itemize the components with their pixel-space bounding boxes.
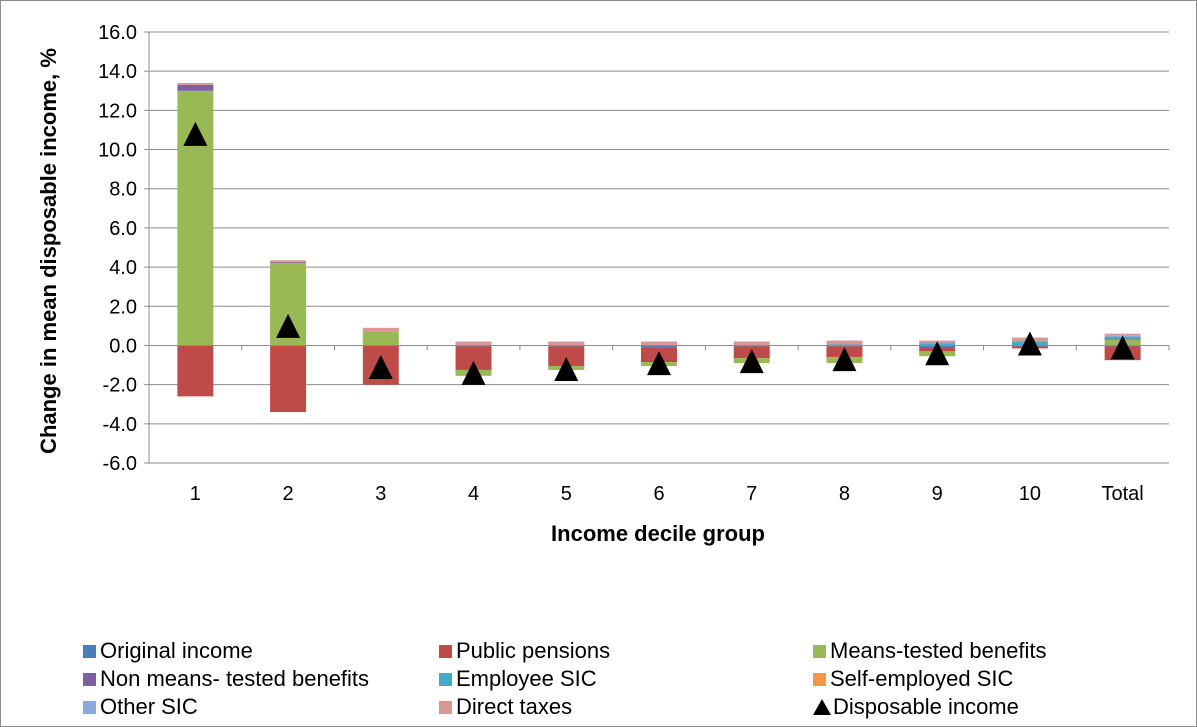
disposable-income-marker <box>739 349 764 374</box>
legend-triangle-icon <box>813 699 831 715</box>
x-tick-label: 3 <box>375 483 386 505</box>
bar-segment <box>270 262 307 264</box>
y-tick-label: 2.0 <box>109 296 137 318</box>
legend-item: Employee SIC <box>439 665 597 693</box>
bar-segment <box>1104 333 1141 336</box>
y-tick-labels: -6.0 -4.0 -2.0 0.0 2.0 4.0 6.0 8.0 10.0 12.0 14.0 1… <box>98 22 137 475</box>
y-tick-label: 0.0 <box>109 335 137 357</box>
legend-swatch <box>83 700 96 714</box>
legend-swatch <box>813 672 826 686</box>
disposable-income-marker <box>554 356 579 381</box>
y-tick-label: 16.0 <box>98 22 137 44</box>
bar-segment <box>455 341 492 346</box>
legend-label: Self-employed SIC <box>830 666 1014 691</box>
legend-label: Original income <box>100 638 253 663</box>
x-tick-label: 8 <box>839 483 850 505</box>
chart-plot: -6.0 -4.0 -2.0 0.0 2.0 4.0 6.0 8.0 10.0 12.0 14.0 1… <box>36 22 1170 546</box>
legend-swatch <box>439 644 452 658</box>
legend-label: Direct taxes <box>456 694 573 719</box>
x-axis-label: Income decile group <box>551 521 765 546</box>
bar-segment <box>826 340 863 345</box>
legend-label: Non means- tested benefits <box>100 666 370 691</box>
bar-segment <box>641 345 677 348</box>
legend-label: Disposable income <box>833 694 1019 719</box>
legend-label: Means-tested benefits <box>830 638 1047 663</box>
y-tick-label: 4.0 <box>109 257 137 279</box>
disposable-income-marker <box>461 360 486 385</box>
legend-item: Non means- tested benefits <box>83 665 369 693</box>
x-tick-label: 2 <box>283 483 294 505</box>
legend-label: Other SIC <box>100 694 198 719</box>
y-tick-label: -6.0 <box>103 453 137 475</box>
bar-segment <box>455 346 492 370</box>
bar-segment <box>548 341 585 346</box>
axes <box>144 31 1170 464</box>
bar-segment <box>177 345 214 397</box>
disposable-income-marker <box>1110 335 1135 360</box>
legend-item: Original income <box>83 637 253 665</box>
x-tick-label: 7 <box>746 483 757 505</box>
disposable-income-marker <box>832 347 857 372</box>
legend-item: Means-tested benefits <box>813 637 1046 665</box>
x-tick-labels: 1 2 3 4 5 6 7 8 9 10 Total <box>190 483 1144 505</box>
x-tick-label: 10 <box>1019 483 1041 505</box>
bar-segment <box>733 341 770 346</box>
bar-segment <box>362 331 399 346</box>
y-tick-label: 12.0 <box>98 100 137 122</box>
y-tick-label: 6.0 <box>109 218 137 240</box>
x-tick-label: 4 <box>468 483 479 505</box>
bar-segment <box>548 346 585 367</box>
bar-segment <box>641 341 677 346</box>
y-tick-label: 10.0 <box>98 140 137 162</box>
disposable-income-marker <box>183 121 208 146</box>
legend-swatch <box>439 672 452 686</box>
bar-segment <box>177 84 214 91</box>
y-tick-label: 14.0 <box>98 61 137 83</box>
y-axis-label: Change in mean disposable income, % <box>36 48 61 454</box>
legend-item: Public pensions <box>439 637 610 665</box>
disposable-income-markers <box>183 121 1135 385</box>
x-tick-label: Total <box>1102 483 1144 505</box>
disposable-income-marker <box>1017 331 1042 356</box>
x-tick-label: 5 <box>561 483 572 505</box>
disposable-income-marker <box>925 341 950 366</box>
legend: Original income Public pensions Means-test… <box>83 637 1183 727</box>
x-tick-label: 1 <box>190 483 201 505</box>
grid-lines <box>149 31 1169 464</box>
legend-item: Self-employed SIC <box>813 665 1013 693</box>
bar-segment <box>362 327 399 332</box>
x-tick-label: 6 <box>653 483 664 505</box>
legend-item: Other SIC <box>83 693 198 721</box>
legend-swatch <box>439 700 452 714</box>
legend-item: Disposable income <box>813 693 1019 721</box>
legend-swatch <box>813 644 826 658</box>
legend-label: Employee SIC <box>456 666 597 691</box>
legend-swatch <box>83 644 96 658</box>
disposable-income-marker <box>368 355 393 380</box>
y-tick-label: 8.0 <box>109 179 137 201</box>
x-tick-label: 9 <box>932 483 943 505</box>
bar-segment <box>270 260 307 263</box>
disposable-income-marker <box>276 313 301 338</box>
bar-segment <box>177 82 214 85</box>
y-tick-label: -4.0 <box>103 414 137 436</box>
legend-label: Public pensions <box>456 638 611 663</box>
bar-segment <box>270 345 307 413</box>
y-tick-label: -2.0 <box>103 375 137 397</box>
legend-swatch <box>83 672 96 686</box>
disposable-income-marker <box>647 351 671 376</box>
legend-item: Direct taxes <box>439 693 572 721</box>
